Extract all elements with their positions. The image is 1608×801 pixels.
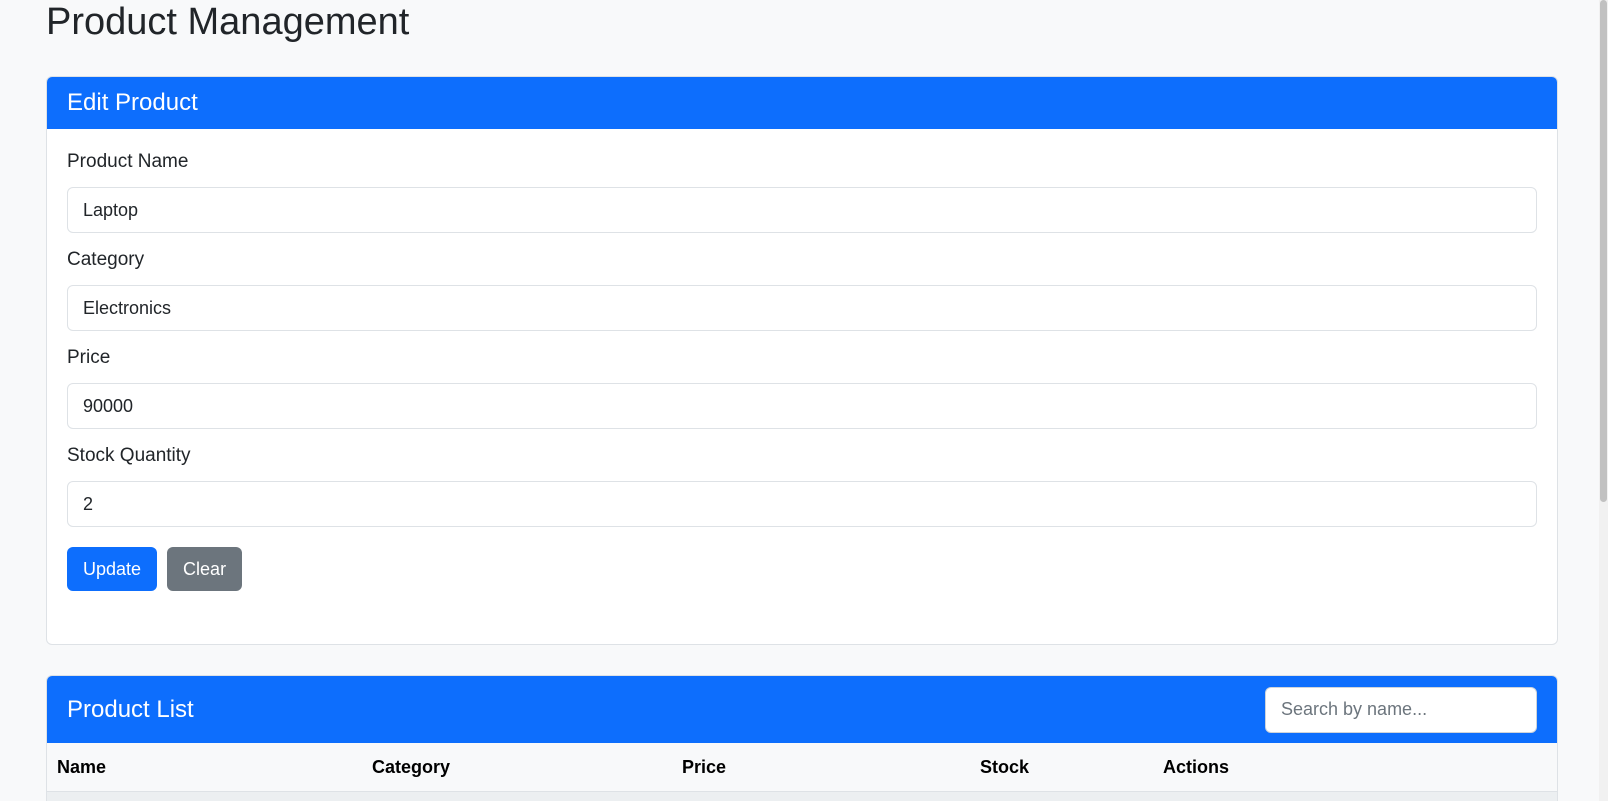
edit-product-card-header: Edit Product [47, 77, 1557, 129]
category-input[interactable] [67, 285, 1537, 331]
form-actions: Update Clear [67, 547, 1537, 591]
stock-quantity-label: Stock Quantity [67, 445, 191, 466]
column-header-actions: Actions [1153, 743, 1557, 792]
clear-button[interactable]: Clear [167, 547, 243, 591]
product-name-label: Product Name [67, 151, 189, 172]
edit-product-title: Edit Product [67, 89, 198, 116]
search-input[interactable] [1265, 686, 1537, 733]
edit-product-card: Edit Product Product Name Category Price… [46, 76, 1558, 645]
update-button[interactable]: Update [67, 547, 158, 591]
page-title: Product Management [46, 1, 410, 43]
table-row [47, 791, 1557, 801]
category-group: Category [67, 249, 1537, 331]
price-label: Price [67, 347, 111, 368]
product-list-title: Product List [67, 695, 194, 723]
price-input[interactable] [67, 383, 1537, 429]
product-list-card: Product List Name Category Price Stock A… [46, 675, 1558, 801]
product-list-card-header: Product List [47, 676, 1557, 743]
column-header-category: Category [362, 743, 672, 792]
product-name-group: Product Name [67, 151, 1537, 233]
column-header-name: Name [47, 743, 362, 792]
product-name-input[interactable] [67, 187, 1537, 233]
price-group: Price [67, 347, 1537, 429]
table-header-row: Name Category Price Stock Actions [47, 743, 1557, 792]
stock-quantity-input[interactable] [67, 481, 1537, 527]
edit-product-form: Product Name Category Price Stock Quanti… [47, 129, 1557, 591]
column-header-stock: Stock [970, 743, 1153, 792]
scrollbar-thumb[interactable] [1600, 0, 1607, 502]
product-table: Name Category Price Stock Actions [47, 743, 1557, 801]
category-label: Category [67, 249, 145, 270]
stock-quantity-group: Stock Quantity [67, 445, 1537, 527]
page-scrollbar[interactable] [1599, 0, 1608, 801]
column-header-price: Price [672, 743, 970, 792]
